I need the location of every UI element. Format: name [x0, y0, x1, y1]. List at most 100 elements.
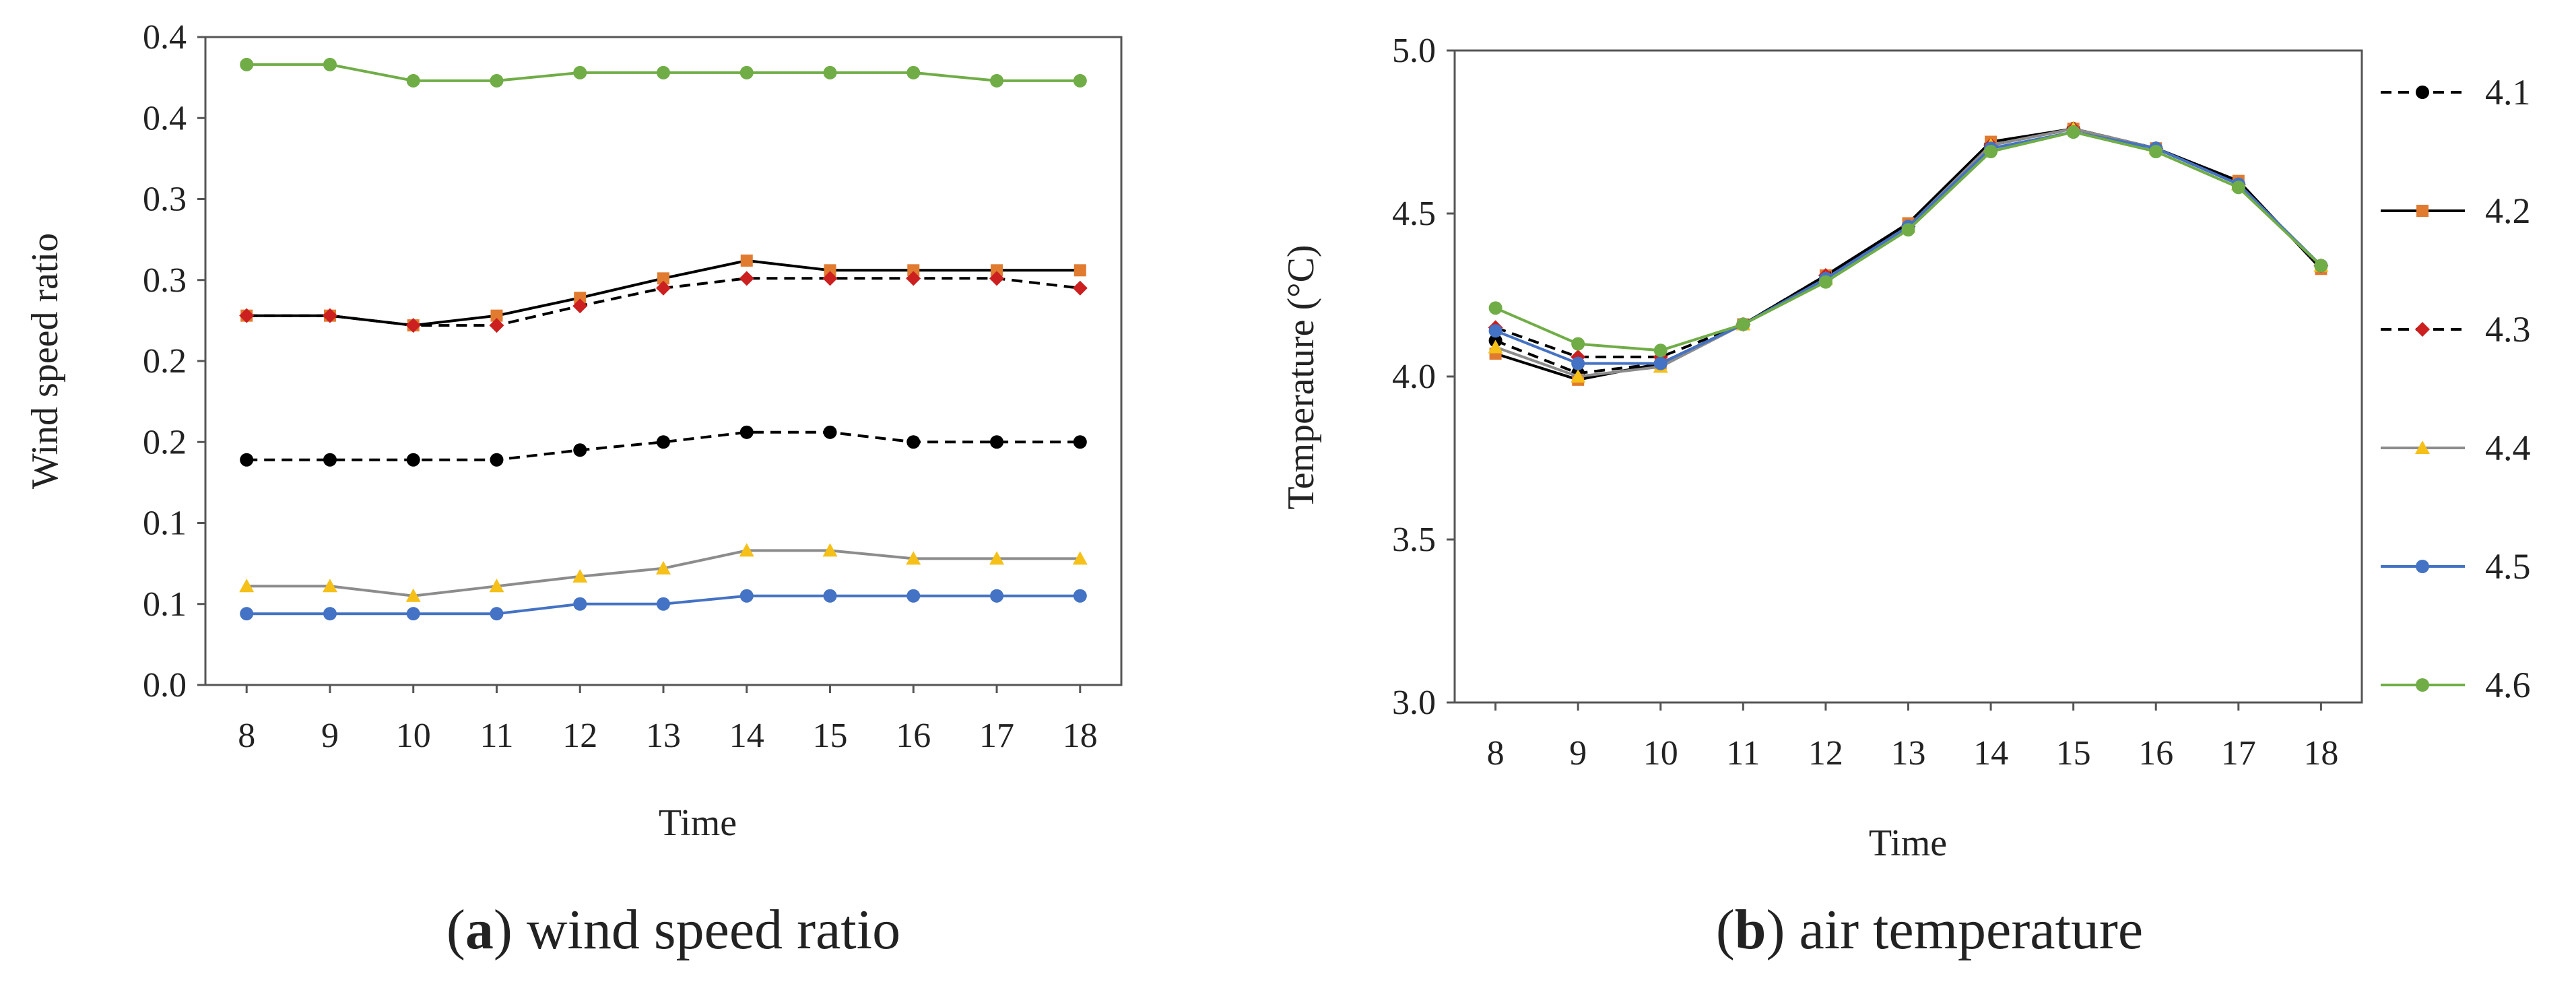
- legend-label-4-4: 4.4: [2485, 428, 2531, 468]
- point-a-4-2-14: [740, 254, 753, 267]
- y-tick-label-a-8: 0.4: [143, 18, 187, 57]
- x-tick-label-a-0: 8: [238, 717, 255, 755]
- y-tick-label-a-0: 0.0: [143, 666, 187, 705]
- point-a-4-3-15: [822, 271, 838, 286]
- point-b-4-5-10: [1653, 356, 1667, 370]
- point-a-4-3-14: [739, 271, 754, 286]
- point-a-4-5-18: [1073, 589, 1087, 603]
- series-line-b-4-3: [1494, 127, 2322, 358]
- point-a-4-1-9: [323, 453, 337, 467]
- point-a-4-5-17: [990, 589, 1004, 603]
- series-b-4-4: [1488, 121, 2329, 383]
- point-a-4-3-13: [656, 280, 671, 296]
- point-a-4-6-12: [573, 65, 587, 79]
- point-a-4-6-15: [823, 65, 837, 79]
- x-tick-label-b-2: 10: [1643, 734, 1678, 773]
- point-a-4-3-9: [322, 308, 337, 323]
- point-a-4-3-10: [405, 318, 421, 333]
- x-tick-label-b-8: 16: [2138, 734, 2173, 773]
- x-tick-label-b-5: 13: [1891, 734, 1926, 773]
- y-tick-label-b-3: 4.5: [1392, 195, 1436, 233]
- point-a-4-4-11: [489, 579, 504, 593]
- point-b-4-6-18: [2314, 259, 2328, 273]
- point-a-4-4-15: [822, 543, 838, 557]
- y-tick-label-b-4: 5.0: [1392, 32, 1436, 70]
- legend-label-4-2: 4.2: [2485, 191, 2531, 231]
- x-tick-label-a-2: 10: [396, 717, 431, 755]
- point-a-4-6-17: [990, 73, 1004, 88]
- point-a-4-4-10: [405, 588, 421, 602]
- series-group-a: [239, 57, 1088, 621]
- point-a-4-4-16: [906, 551, 921, 565]
- panel-wind-speed-ratio: 0.0 0.1 0.1 0.2 0.2 0.3 0.3 0.4 0.4 8 9 10 11 12 13 14…: [24, 18, 1123, 961]
- point-a-4-6-14: [739, 65, 754, 79]
- point-a-4-2-16: [907, 264, 920, 277]
- point-a-4-6-13: [657, 65, 670, 79]
- x-tick-label-a-7: 15: [813, 717, 848, 755]
- x-tick-label-b-3: 11: [1726, 734, 1760, 773]
- series-b-4-1: [1488, 122, 2328, 381]
- caption-text-a: wind speed ratio: [527, 898, 900, 961]
- series-line-b-4-5: [1494, 130, 2322, 365]
- point-b-4-6-12: [1818, 275, 1832, 289]
- legend-entry-4-6: 4.6: [2381, 665, 2531, 705]
- point-a-4-4-18: [1072, 551, 1088, 565]
- point-b-4-6-9: [1571, 337, 1585, 351]
- y-axis-ticks-b: 3.0 3.5 4.0 4.5 5.0: [1392, 32, 1455, 722]
- x-tick-label-a-4: 12: [562, 717, 597, 755]
- point-a-4-6-11: [490, 73, 504, 88]
- point-a-4-4-9: [322, 579, 337, 593]
- legend-entry-4-2: 4.2: [2381, 191, 2531, 231]
- point-a-4-5-16: [906, 589, 921, 603]
- point-a-4-1-13: [657, 435, 670, 449]
- y-axis-ticks-a: 0.0 0.1 0.1 0.2 0.2 0.3 0.3 0.4 0.4: [143, 18, 205, 705]
- legend-marker-4-4: [2415, 440, 2430, 454]
- point-a-4-4-12: [572, 568, 588, 583]
- point-a-4-6-9: [323, 57, 337, 71]
- x-axis-label-a: Time: [659, 802, 737, 844]
- point-a-4-1-16: [906, 435, 921, 449]
- legend-marker-4-6: [2416, 678, 2429, 692]
- point-a-4-6-18: [1073, 73, 1087, 88]
- series-b-4-6: [1488, 125, 2328, 358]
- x-tick-label-a-8: 16: [896, 717, 931, 755]
- point-a-4-1-15: [823, 425, 837, 439]
- y-tick-label-a-3: 0.2: [143, 423, 187, 461]
- point-b-4-4-8: [1488, 339, 1503, 354]
- x-tick-label-b-10: 18: [2303, 734, 2338, 773]
- x-tick-label-a-10: 18: [1063, 717, 1098, 755]
- legend-entry-4-4: 4.4: [2381, 428, 2531, 468]
- series-a-4-4: [239, 543, 1088, 602]
- y-tick-label-a-2: 0.1: [143, 504, 187, 543]
- x-tick-label-a-3: 11: [480, 717, 513, 755]
- point-a-4-6-10: [406, 73, 420, 88]
- y-tick-label-a-4: 0.2: [143, 342, 187, 381]
- legend-marker-4-3: [2415, 322, 2430, 337]
- point-a-4-5-8: [240, 607, 254, 621]
- y-tick-label-a-7: 0.4: [143, 99, 187, 137]
- point-a-4-1-17: [990, 435, 1004, 449]
- point-b-4-6-8: [1488, 301, 1502, 315]
- y-tick-label-b-1: 3.5: [1392, 521, 1436, 559]
- point-b-4-6-11: [1736, 317, 1750, 331]
- x-tick-label-b-4: 12: [1808, 734, 1843, 773]
- point-a-4-2-13: [657, 272, 669, 285]
- series-group-b: [1488, 121, 2329, 386]
- y-tick-label-a-1: 0.1: [143, 585, 187, 624]
- legend-label-4-1: 4.1: [2485, 72, 2531, 112]
- point-a-4-5-15: [823, 589, 837, 603]
- point-b-4-6-16: [2149, 145, 2163, 159]
- point-a-4-1-14: [739, 425, 754, 439]
- y-tick-label-b-0: 3.0: [1392, 684, 1436, 722]
- point-a-4-1-18: [1073, 435, 1087, 449]
- series-a-4-1: [240, 425, 1087, 467]
- x-tick-label-b-0: 8: [1487, 734, 1505, 773]
- x-tick-label-b-1: 9: [1569, 734, 1587, 773]
- legend-entry-4-3: 4.3: [2381, 309, 2531, 350]
- point-a-4-3-16: [906, 271, 921, 286]
- point-a-4-2-18: [1074, 264, 1086, 277]
- point-b-4-5-8: [1488, 324, 1502, 338]
- point-a-4-1-8: [240, 453, 254, 467]
- caption-b: (b) air temperature: [1716, 898, 2143, 961]
